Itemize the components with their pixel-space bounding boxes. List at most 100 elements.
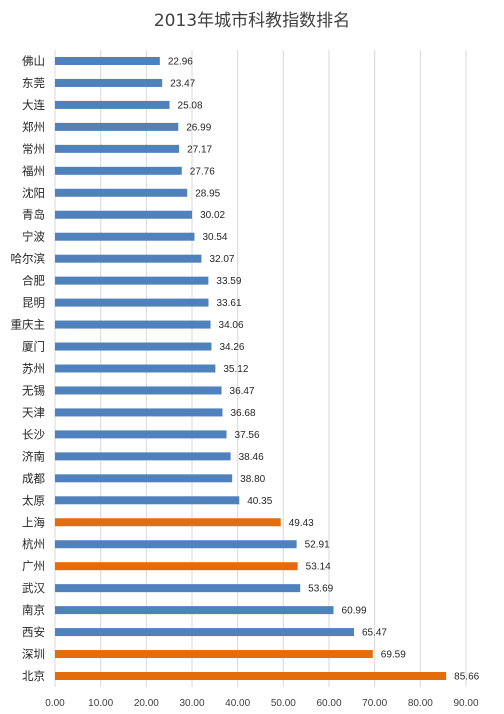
category-label: 哈尔滨	[11, 252, 46, 266]
bar	[55, 122, 179, 131]
category-label: 宁波	[22, 230, 45, 244]
category-label: 合肥	[22, 274, 45, 288]
bar	[55, 364, 216, 373]
category-label: 广州	[22, 559, 45, 573]
value-label: 26.99	[186, 122, 211, 133]
value-label: 60.99	[342, 606, 367, 617]
bar	[55, 298, 209, 307]
bar	[55, 584, 301, 593]
value-label: 22.96	[168, 56, 193, 67]
bar	[55, 606, 334, 615]
category-label: 长沙	[22, 427, 45, 441]
bar	[55, 188, 188, 197]
value-label: 69.59	[381, 650, 406, 661]
category-label: 大连	[22, 98, 45, 112]
category-label: 北京	[22, 669, 45, 683]
value-label: 36.68	[231, 408, 256, 419]
value-label: 53.69	[308, 584, 333, 595]
bar	[55, 474, 233, 483]
value-label: 53.14	[306, 562, 331, 573]
bar	[55, 672, 447, 681]
category-label: 南京	[22, 603, 45, 617]
bar	[55, 342, 212, 351]
value-label: 34.26	[219, 342, 244, 353]
category-label: 沈阳	[22, 186, 45, 200]
bar	[55, 254, 202, 263]
value-label: 27.76	[190, 166, 215, 177]
value-label: 85.66	[454, 672, 479, 683]
category-label: 上海	[22, 515, 45, 529]
category-label: 苏州	[22, 362, 45, 376]
x-tick-label: 60.00	[316, 698, 341, 709]
bar	[55, 276, 209, 285]
bar	[55, 496, 240, 505]
bar	[55, 408, 223, 417]
x-tick-label: 40.00	[225, 698, 250, 709]
grid-lines	[54, 50, 467, 687]
bar	[55, 166, 182, 175]
x-tick-label: 30.00	[179, 698, 204, 709]
category-label: 福州	[22, 164, 45, 178]
value-labels: 22.96 23.47 25.08 26.99 27.17 27.76 28.95 30.02…	[168, 56, 480, 682]
bar	[55, 430, 227, 439]
value-label: 27.17	[187, 144, 212, 155]
category-label: 佛山	[22, 54, 45, 68]
value-label: 30.02	[200, 210, 225, 221]
category-label: 青岛	[22, 208, 45, 222]
category-label: 深圳	[22, 647, 45, 661]
bar	[55, 100, 170, 109]
x-tick-label: 0.00	[45, 698, 65, 709]
bar	[55, 210, 193, 219]
bar	[55, 540, 297, 549]
chart-title: 2013年城市科教指数排名	[154, 11, 350, 31]
x-tick-label: 10.00	[88, 698, 113, 709]
category-label: 常州	[22, 142, 45, 156]
category-label: 西安	[22, 625, 45, 639]
value-label: 32.07	[209, 254, 234, 265]
category-label: 重庆主	[11, 318, 46, 332]
bar	[55, 650, 373, 659]
bar	[55, 518, 281, 527]
value-label: 38.46	[239, 452, 264, 463]
value-label: 30.54	[202, 232, 227, 243]
category-label: 厦门	[22, 340, 45, 354]
bar	[55, 562, 298, 571]
value-label: 35.12	[223, 364, 248, 375]
value-label: 40.35	[247, 496, 272, 507]
x-tick-label: 90.00	[453, 698, 478, 709]
value-label: 38.80	[240, 474, 265, 485]
bar	[55, 78, 163, 87]
bar	[55, 144, 180, 153]
category-label: 昆明	[22, 296, 45, 310]
x-tick-label: 70.00	[362, 698, 387, 709]
value-label: 34.06	[219, 320, 244, 331]
bar	[55, 232, 195, 241]
category-label: 武汉	[22, 581, 45, 595]
x-axis-ticks: 0.00 10.00 20.00 30.00 40.00 50.00 60.00 70.00 8…	[45, 698, 479, 709]
x-tick-label: 50.00	[271, 698, 296, 709]
bar	[55, 452, 231, 461]
bar	[55, 386, 222, 395]
value-label: 49.43	[289, 518, 314, 529]
value-label: 36.47	[230, 386, 255, 397]
category-label: 杭州	[22, 537, 45, 551]
value-label: 37.56	[235, 430, 260, 441]
x-tick-label: 20.00	[134, 698, 159, 709]
category-label: 天津	[22, 405, 45, 419]
category-label: 郑州	[22, 120, 45, 134]
value-label: 28.95	[195, 188, 220, 199]
value-label: 52.91	[305, 540, 330, 551]
category-label: 无锡	[22, 383, 45, 397]
value-label: 23.47	[170, 78, 195, 89]
category-label: 济南	[22, 449, 45, 463]
value-label: 33.61	[216, 298, 241, 309]
category-label: 成都	[22, 471, 45, 485]
category-label: 太原	[22, 493, 45, 507]
category-labels: 佛山东莞大连郑州常州福州沈阳青岛宁波哈尔滨合肥昆明重庆主厦门苏州无锡天津长沙济南…	[11, 54, 46, 683]
x-tick-label: 80.00	[408, 698, 433, 709]
bars	[55, 56, 447, 681]
value-label: 65.47	[362, 628, 387, 639]
value-label: 33.59	[216, 276, 241, 287]
bar	[55, 56, 160, 65]
